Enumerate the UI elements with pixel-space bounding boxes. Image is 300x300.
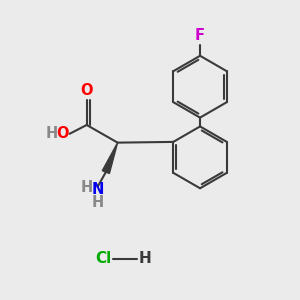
Text: O: O — [80, 82, 93, 98]
Text: O: O — [56, 126, 68, 141]
Text: Cl: Cl — [95, 251, 112, 266]
Text: H: H — [92, 195, 104, 210]
Text: H: H — [80, 180, 93, 195]
Text: H: H — [138, 251, 151, 266]
Text: F: F — [195, 28, 205, 44]
Text: H: H — [46, 126, 58, 141]
Text: N: N — [92, 182, 104, 197]
Polygon shape — [102, 142, 118, 173]
